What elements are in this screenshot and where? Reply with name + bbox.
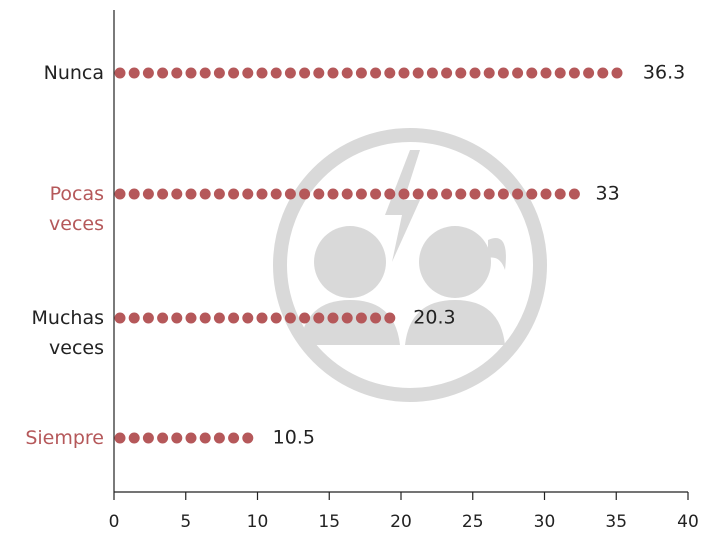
- x-tick-label: 35: [605, 512, 627, 532]
- x-tick-label: 30: [534, 512, 556, 532]
- value-label: 36.3: [643, 62, 685, 84]
- x-tick-label: 25: [462, 512, 484, 532]
- value-label: 33: [596, 183, 620, 205]
- category-label: Siempre: [25, 427, 104, 449]
- x-tick-label: 15: [318, 512, 340, 532]
- category-label: Pocas veces: [49, 183, 104, 235]
- x-tick-label: 5: [180, 512, 191, 532]
- category-label: Nunca: [44, 62, 104, 84]
- x-tick-label: 0: [109, 512, 120, 532]
- value-label: 20.3: [413, 307, 455, 329]
- x-tick-label: 40: [677, 512, 699, 532]
- watermark-icon: [273, 128, 547, 402]
- x-tick-label: 10: [247, 512, 269, 532]
- value-label: 10.5: [273, 427, 315, 449]
- x-tick-label: 20: [390, 512, 412, 532]
- category-label: Muchas veces: [32, 307, 104, 359]
